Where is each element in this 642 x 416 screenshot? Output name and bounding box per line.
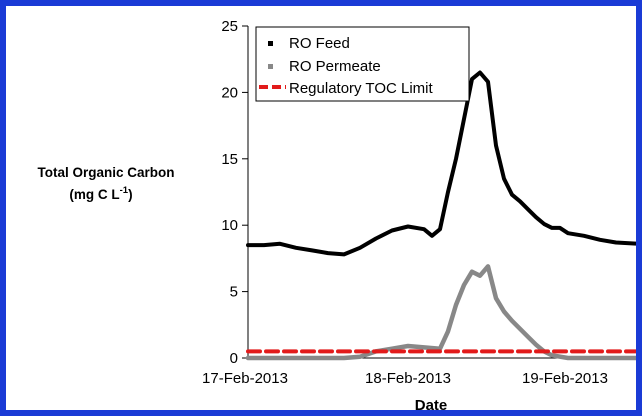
y-axis-title-line2: (mg C L-1) — [69, 185, 132, 202]
legend-label-ro-feed: RO Feed — [289, 35, 350, 52]
y-tick-label: 20 — [221, 84, 238, 101]
y-axis-unit-exponent: -1 — [120, 185, 129, 196]
y-tick-label: 25 — [221, 18, 238, 35]
series-line-ro-permeate — [245, 264, 636, 361]
y-ticks: 0 5 10 15 20 25 — [221, 18, 248, 367]
x-axis-title: Date — [415, 397, 448, 410]
y-axis-unit: (mg C L — [69, 187, 119, 202]
legend-box — [255, 26, 470, 102]
legend-label-ro-permeate: RO Permeate — [289, 58, 381, 75]
y-axis-title-line1: Total Organic Carbon — [37, 165, 174, 180]
x-tick-label: 18-Feb-2013 — [365, 370, 451, 387]
y-tick-label: 5 — [230, 284, 238, 301]
series-layer — [245, 70, 636, 361]
x-ticks: 17-Feb-2013 18-Feb-2013 19-Feb-2013 — [202, 370, 608, 387]
legend-marker-ro-permeate — [268, 64, 273, 69]
toc-line-chart: 0 5 10 15 20 25 17-Feb-2013 18-Feb-2013 19-Fe… — [37, 18, 636, 410]
legend-label-toc-limit: Regulatory TOC Limit — [289, 80, 433, 97]
x-tick-label: 17-Feb-2013 — [202, 370, 288, 387]
y-axis-unit-close: ) — [128, 187, 133, 202]
y-tick-label: 15 — [221, 151, 238, 168]
y-tick-label: 0 — [230, 350, 238, 367]
x-tick-label: 19-Feb-2013 — [522, 370, 608, 387]
y-tick-label: 10 — [221, 217, 238, 234]
legend: RO Feed RO Permeate Regulatory TOC Limit — [255, 26, 470, 102]
legend-marker-ro-feed — [268, 41, 273, 46]
